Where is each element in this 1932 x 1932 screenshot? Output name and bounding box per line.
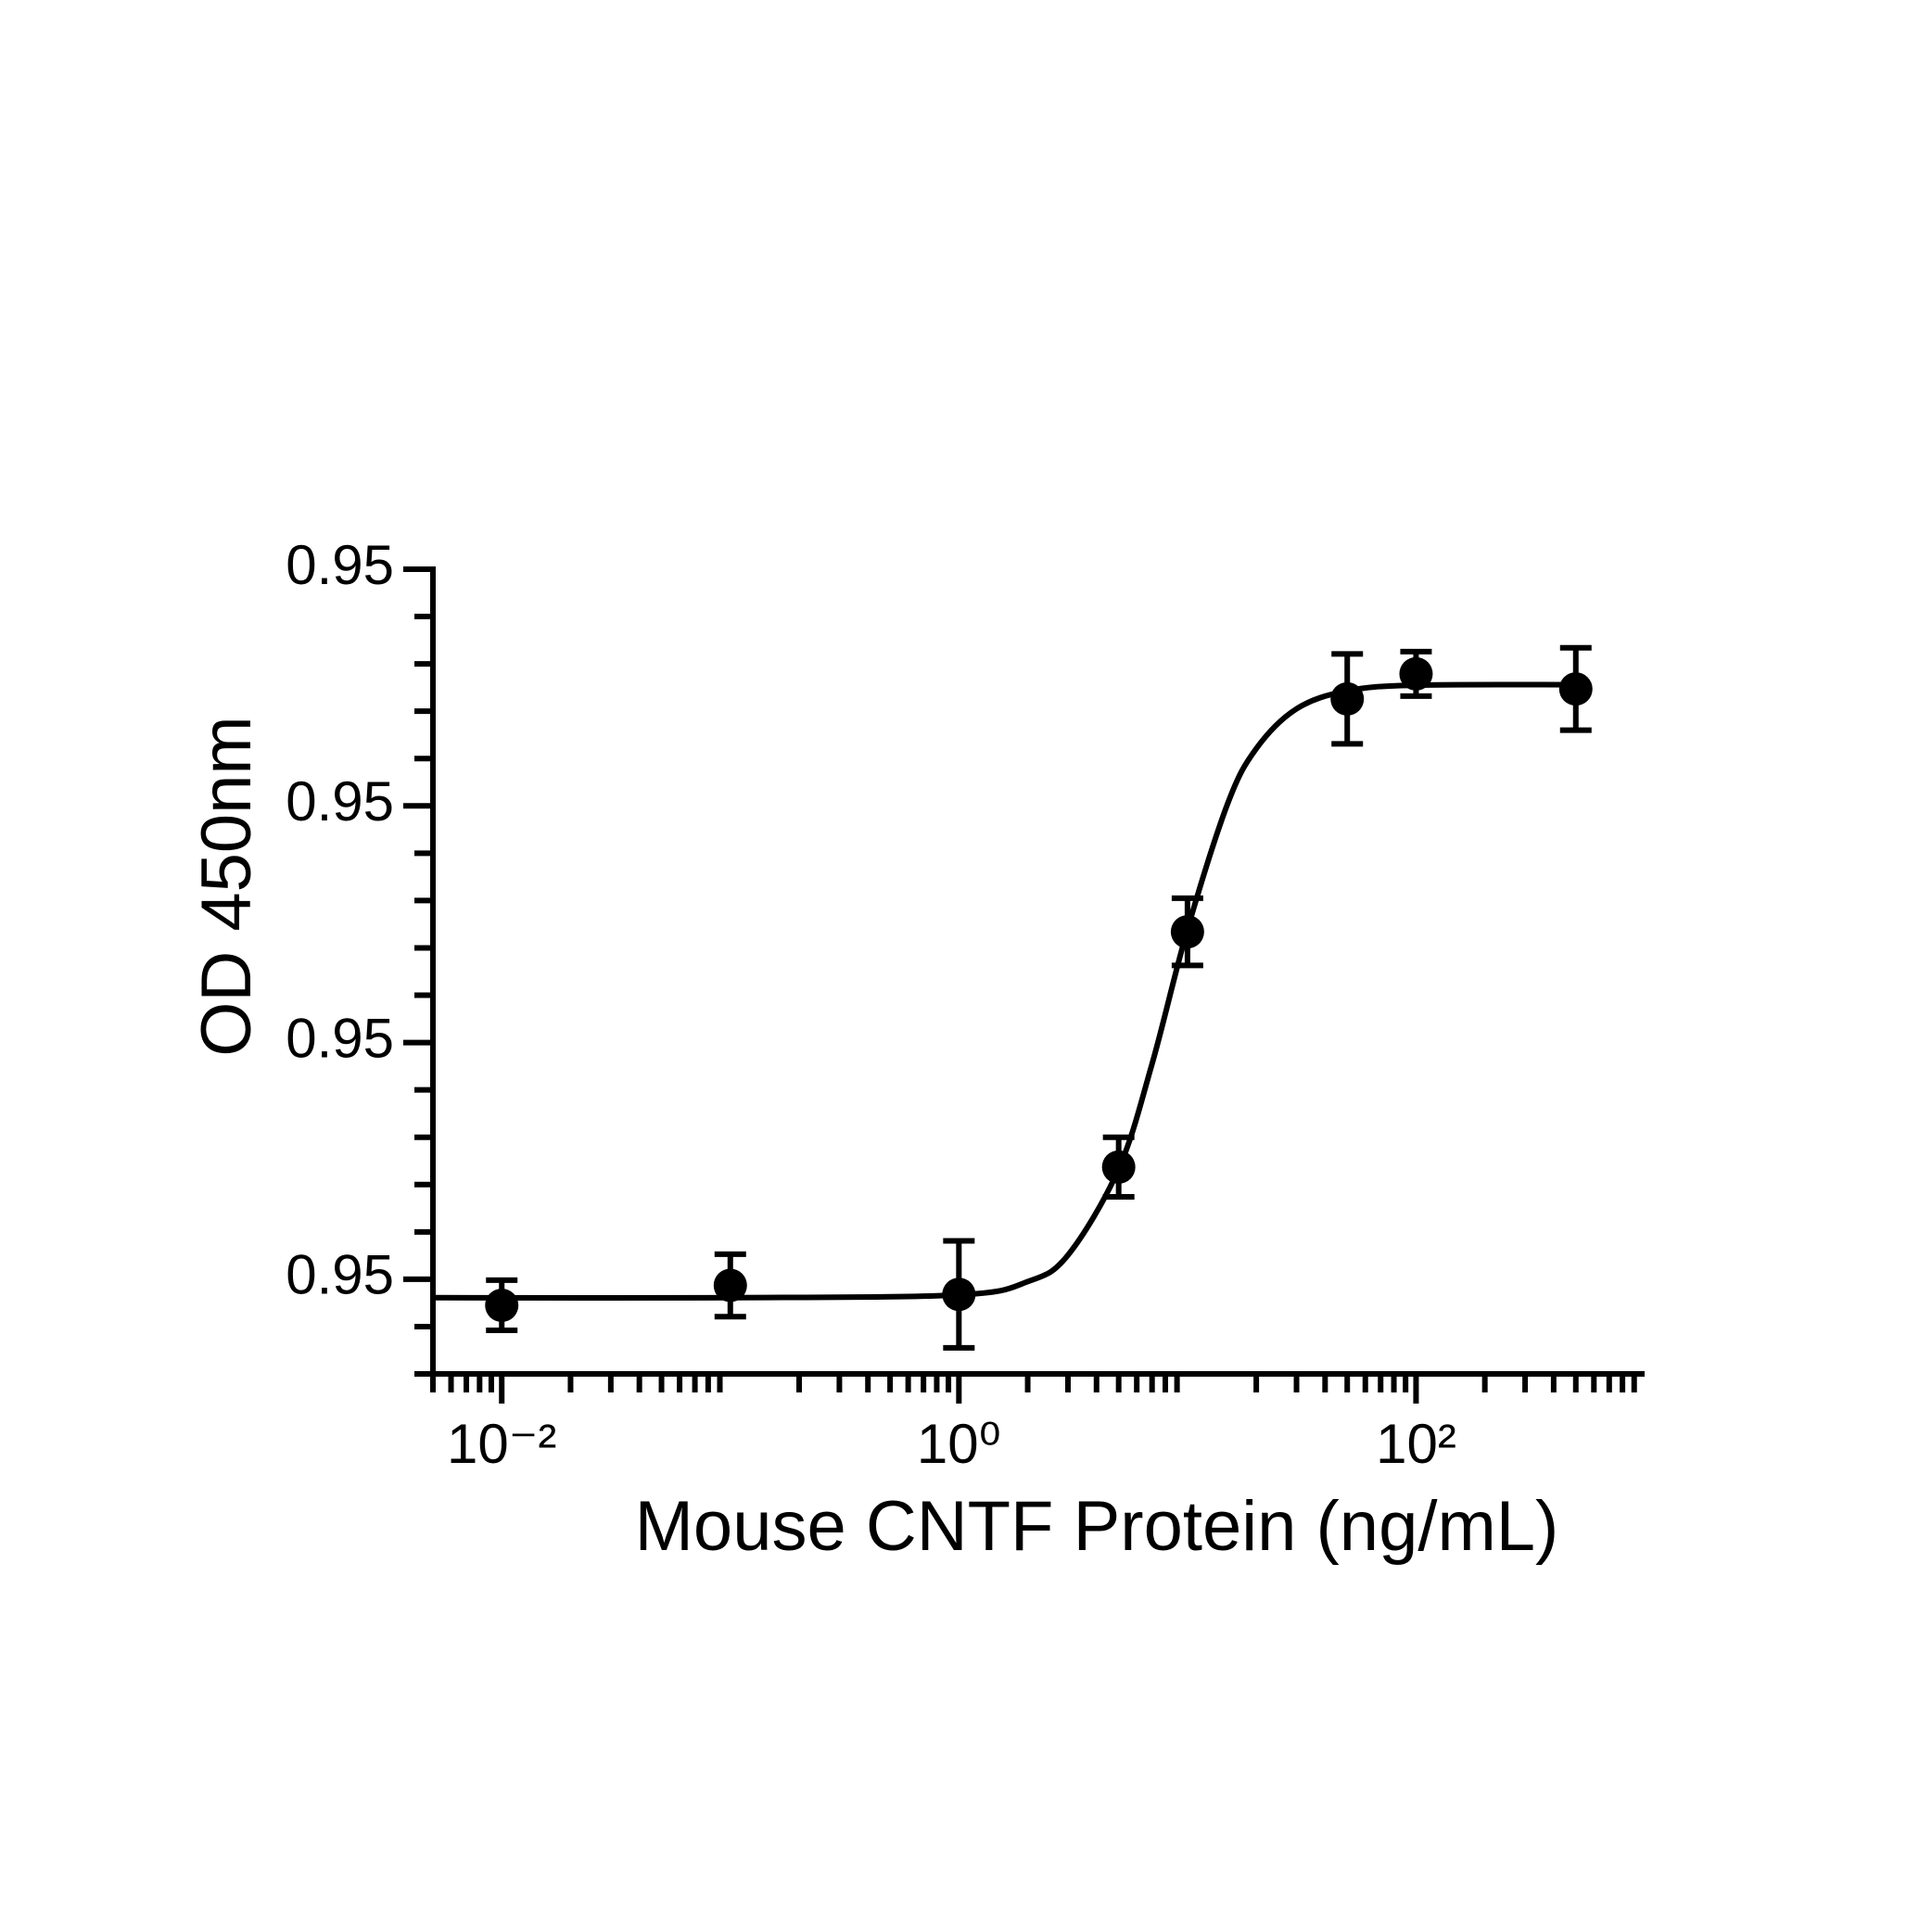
- y-tick-label: 0.95: [286, 770, 394, 833]
- y-axis-title: OD 450nm: [187, 716, 266, 1057]
- y-tick-label: 0.95: [286, 534, 394, 596]
- data-point: [1330, 681, 1365, 716]
- data-point: [1101, 1150, 1136, 1184]
- y-tick-label: 0.95: [286, 1007, 394, 1069]
- fit-curve: [432, 681, 1576, 1302]
- x-tick-label: 10²: [1376, 1413, 1456, 1475]
- data-point: [1558, 672, 1593, 706]
- x-tick-label: 10⁻²: [447, 1413, 556, 1475]
- data-point: [485, 1288, 519, 1322]
- data-point: [942, 1277, 976, 1312]
- x-axis-title: Mouse CNTF Protein (ng/mL): [635, 1487, 1559, 1566]
- data-point: [1170, 915, 1204, 949]
- y-tick-label: 0.95: [286, 1244, 394, 1306]
- x-tick-label: 10⁰: [917, 1413, 1001, 1475]
- data-point: [1399, 656, 1433, 691]
- data-point: [713, 1268, 747, 1303]
